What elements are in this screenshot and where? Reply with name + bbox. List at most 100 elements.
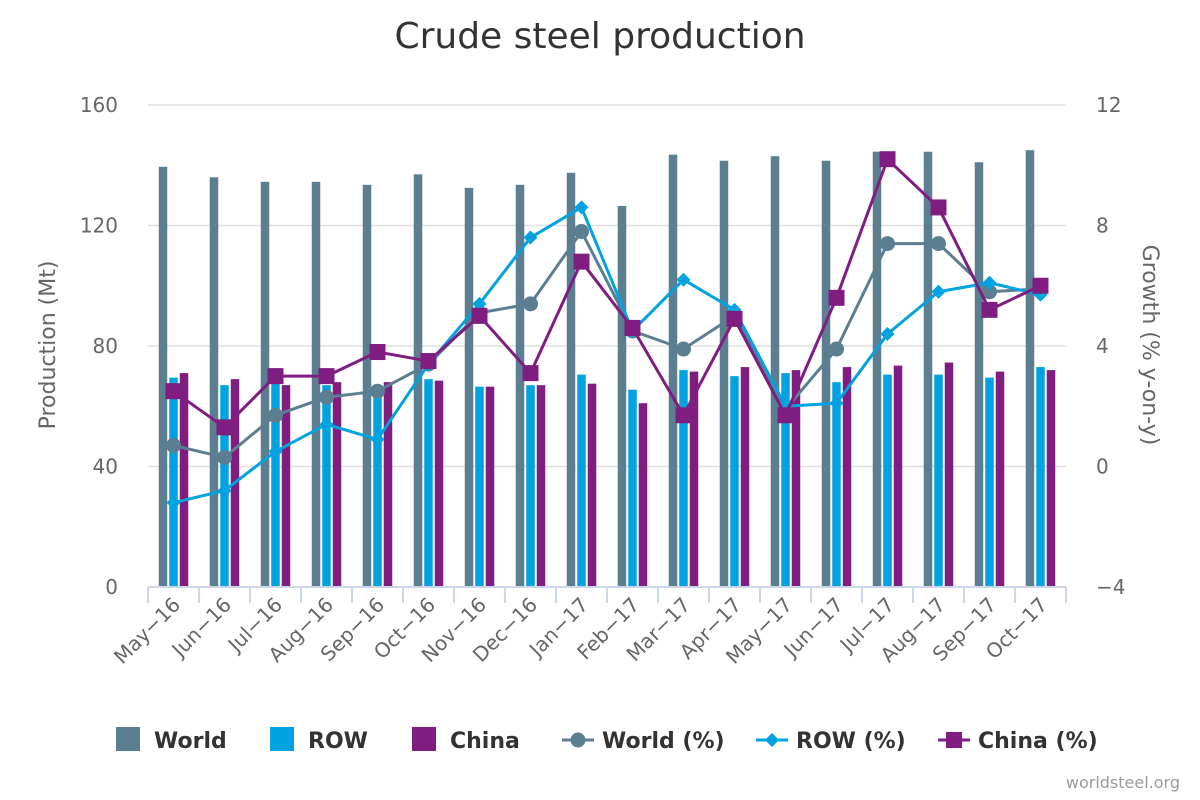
bar-china: [689, 371, 699, 587]
legend-marker: [570, 732, 586, 748]
gridlines: [148, 104, 1066, 468]
bar-world: [158, 166, 168, 587]
point-china-pct: [981, 301, 998, 318]
point-china-pct: [573, 253, 590, 270]
legend-label: World (%): [602, 729, 725, 754]
legend-marker: [946, 732, 962, 748]
legend-swatch: [270, 727, 294, 751]
y2-tick-label: 8: [1096, 214, 1109, 238]
bar-row: [271, 383, 280, 587]
bar-row: [730, 376, 739, 587]
bar-world: [260, 181, 270, 587]
bar-world: [1025, 150, 1035, 587]
bar-china: [383, 382, 393, 587]
point-row-pct: [472, 296, 487, 311]
point-china-pct: [318, 368, 335, 385]
legend-item-row[interactable]: ROW: [270, 727, 368, 754]
bar-china: [434, 380, 444, 587]
legend: World ROW China World (%) ROW (%) China (%): [116, 727, 1098, 754]
legend-item-china[interactable]: China (%): [938, 729, 1098, 754]
legend-item-world[interactable]: World (%): [562, 729, 725, 754]
bar-row: [169, 377, 178, 587]
point-china-pct: [369, 344, 386, 361]
point-china-pct: [522, 365, 539, 382]
bar-world: [617, 205, 627, 587]
bar-china: [587, 383, 597, 587]
y2-tick-label: −4: [1096, 575, 1125, 599]
y2-tick-label: 0: [1096, 455, 1109, 479]
bar-china: [893, 365, 903, 587]
legend-item-world[interactable]: World: [116, 727, 227, 754]
point-china-pct: [624, 319, 641, 336]
x-tick-label: May−16: [109, 593, 185, 669]
bar-series-group: [158, 150, 1056, 588]
point-row-pct: [319, 417, 334, 432]
point-china-pct: [879, 151, 896, 168]
point-china-pct: [828, 289, 845, 306]
y-tick-label: 80: [93, 334, 118, 358]
point-row-pct: [574, 200, 589, 215]
point-china-pct: [726, 310, 743, 327]
bar-world: [770, 156, 780, 587]
bar-world: [362, 184, 372, 588]
bar-row: [934, 374, 943, 587]
point-world-pct: [370, 383, 385, 399]
bar-china: [842, 367, 852, 587]
point-row-pct: [370, 432, 385, 447]
point-world-pct: [166, 437, 181, 453]
y-tick-label: 0: [105, 575, 118, 599]
point-world-pct: [574, 224, 589, 240]
point-row-pct: [931, 284, 946, 299]
legend-marker: [765, 733, 779, 747]
bar-world: [566, 172, 576, 587]
point-world-pct: [676, 341, 691, 357]
point-row-pct: [880, 326, 895, 341]
bar-row: [781, 373, 790, 587]
point-china-pct: [216, 419, 233, 436]
point-china-pct: [471, 307, 488, 324]
point-china-pct: [267, 368, 284, 385]
legend-swatch: [116, 727, 140, 751]
bar-china: [995, 371, 1005, 587]
bar-china: [791, 370, 801, 587]
y-tick-label: 40: [93, 455, 118, 479]
bar-china: [332, 382, 342, 587]
point-world-pct: [931, 236, 946, 252]
point-china-pct: [165, 383, 182, 400]
chart-title: Crude steel production: [394, 16, 805, 57]
point-china-pct: [1032, 277, 1049, 294]
point-row-pct: [676, 272, 691, 287]
bar-world: [209, 177, 219, 588]
point-row-pct: [829, 396, 844, 411]
legend-label: China: [450, 729, 520, 754]
credit-text[interactable]: worldsteel.org: [1065, 773, 1180, 792]
bar-world: [668, 154, 678, 588]
legend-label: China (%): [978, 729, 1098, 754]
legend-item-row[interactable]: ROW (%): [756, 729, 906, 754]
bar-row: [883, 374, 892, 587]
bar-world: [974, 162, 984, 588]
legend-label: ROW (%): [796, 729, 906, 754]
point-china-pct: [420, 353, 437, 370]
bar-china: [944, 362, 954, 587]
point-world-pct: [523, 296, 538, 312]
point-row-pct: [523, 230, 538, 245]
point-china-pct: [930, 199, 947, 216]
bar-row: [985, 377, 994, 587]
legend-swatch: [412, 727, 436, 751]
bar-china: [1046, 370, 1056, 587]
bar-world: [719, 160, 729, 587]
bar-row: [424, 379, 433, 587]
bar-row: [322, 385, 331, 587]
legend-item-china[interactable]: China: [412, 727, 520, 754]
bar-row: [475, 386, 484, 587]
bar-china: [281, 385, 291, 587]
bar-china: [536, 385, 546, 587]
legend-label: ROW: [308, 729, 368, 754]
y2-tick-label: 4: [1096, 334, 1109, 358]
point-world-pct: [880, 236, 895, 252]
point-china-pct: [777, 407, 794, 424]
point-world-pct: [829, 341, 844, 357]
crude-steel-chart: Crude steel production 0 40 80 120 160 −4 0 4 8 1…: [36, 16, 1162, 754]
